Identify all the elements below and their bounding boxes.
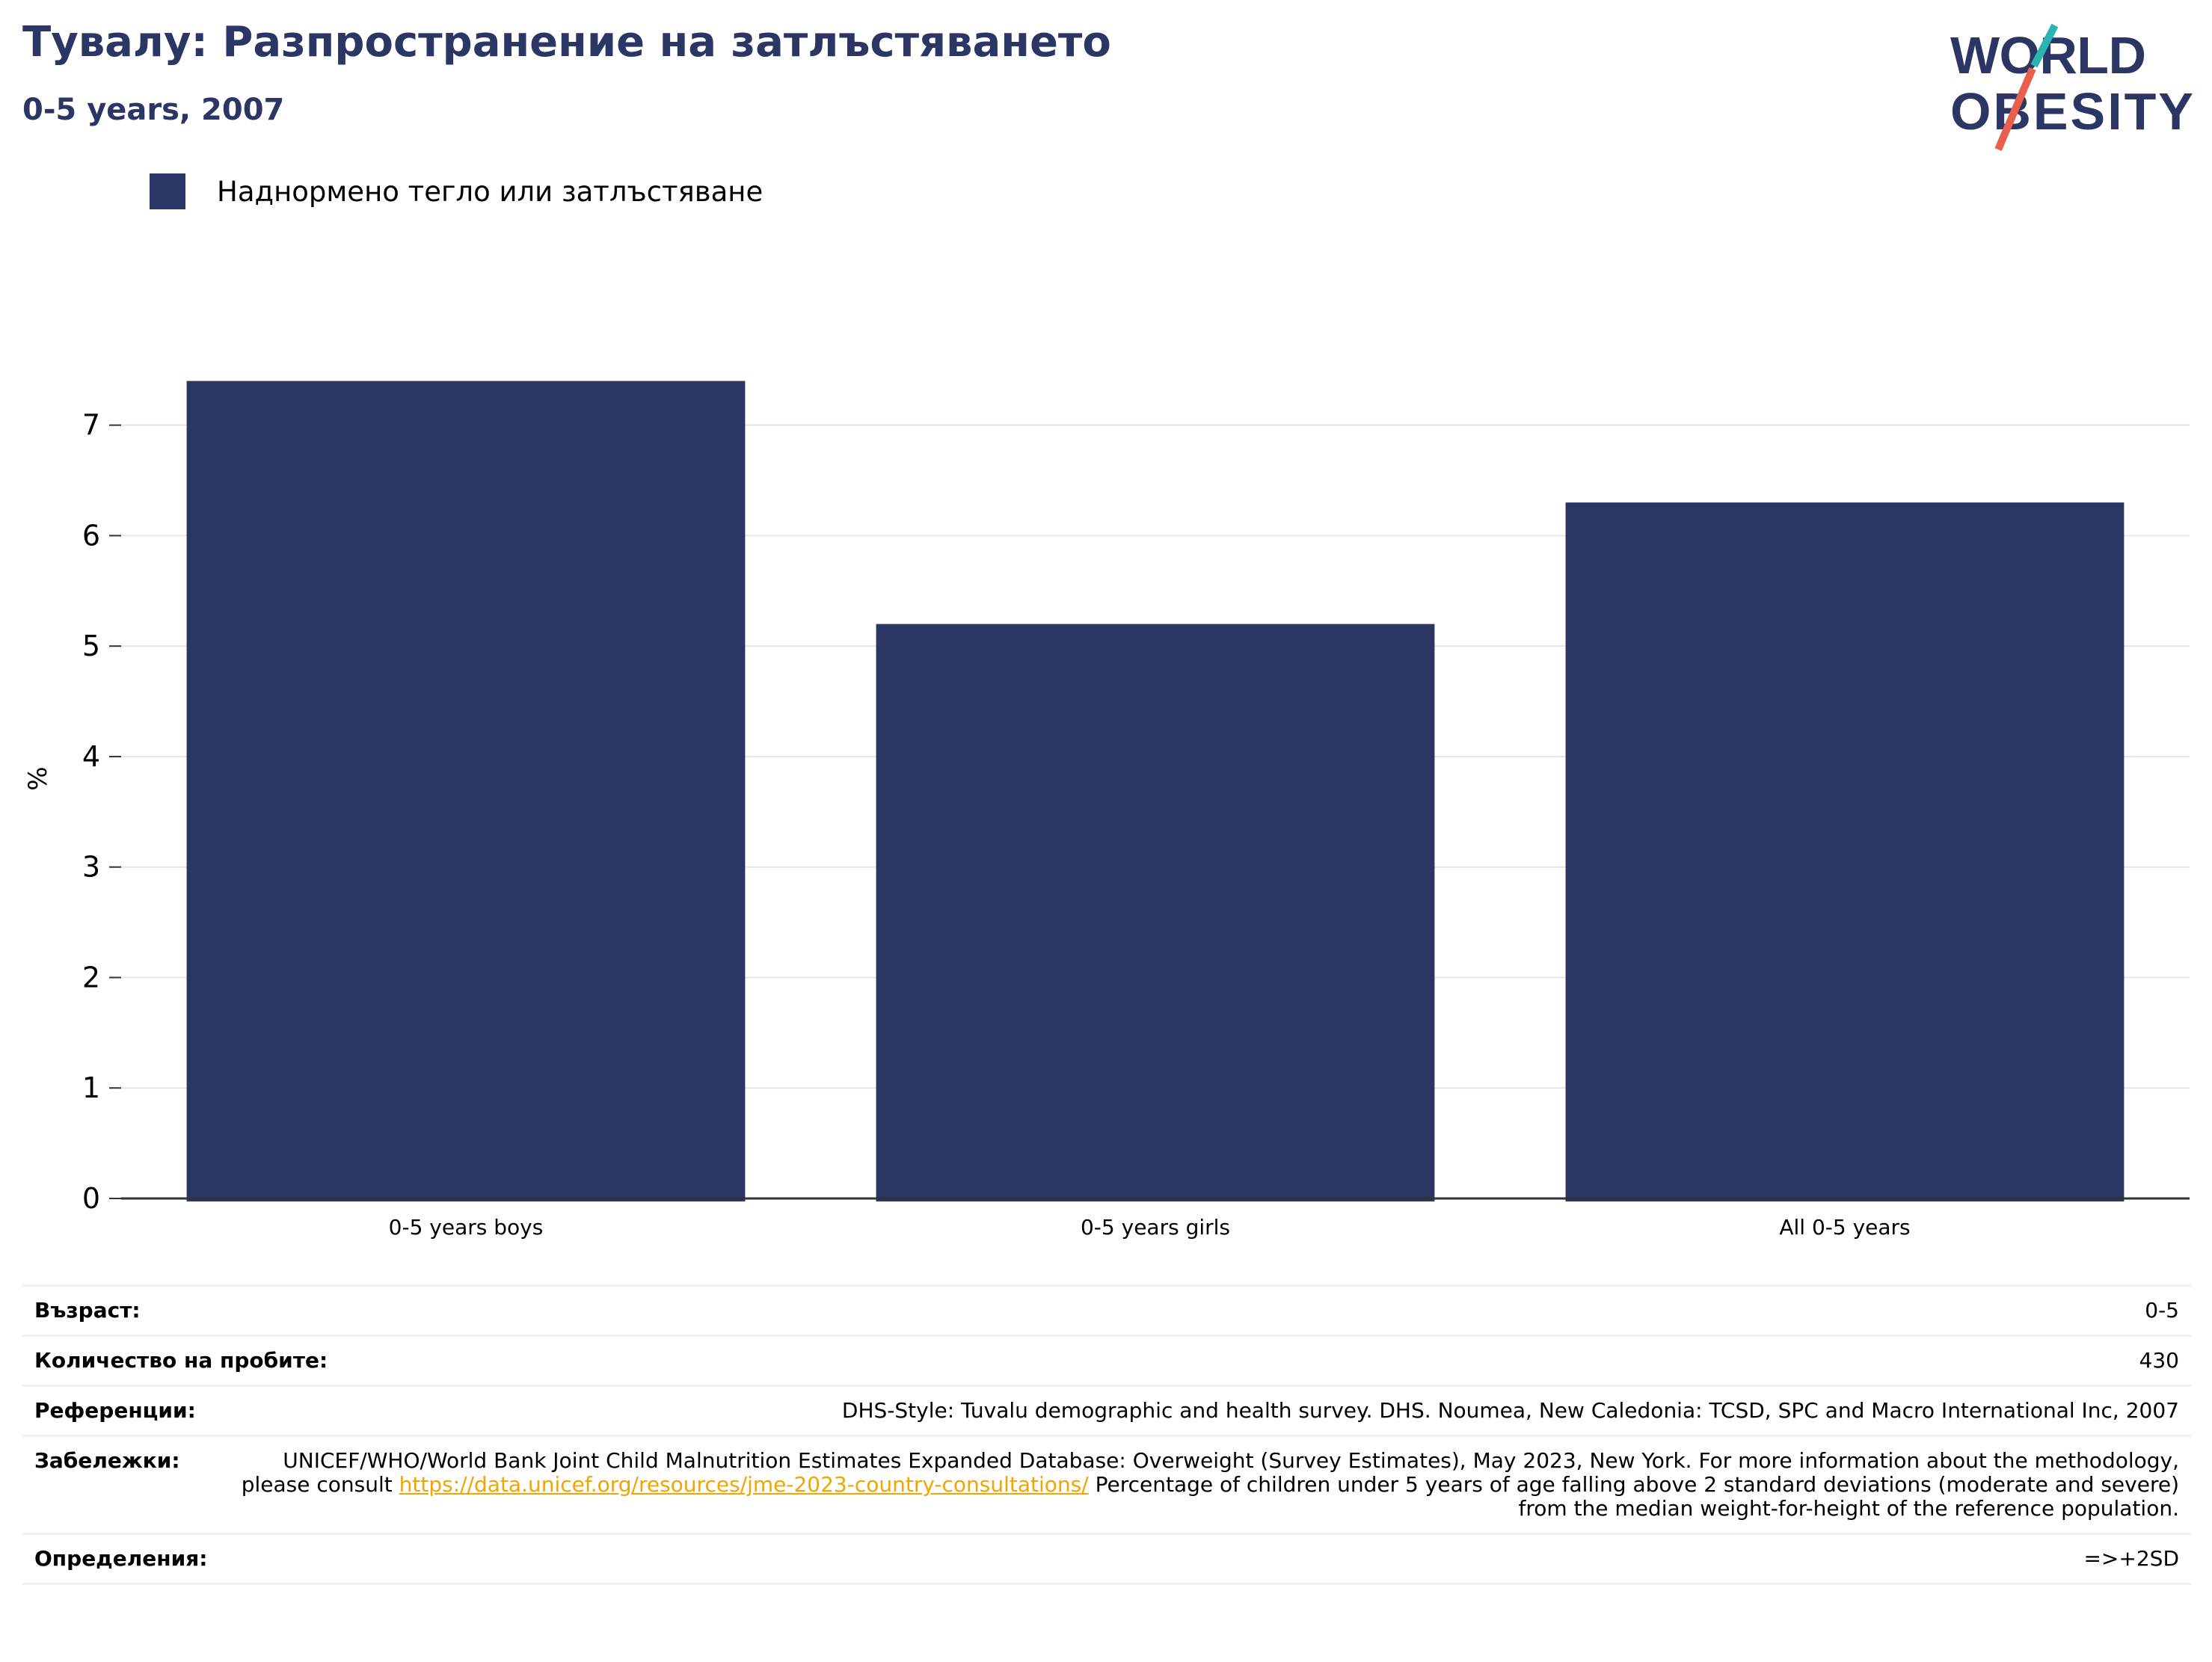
notes-text-after: Percentage of children under 5 years of … [1088,1472,2179,1521]
chart-title: Тувалу: Разпространение на затлъстяванет… [22,18,1111,67]
y-tick-label: 6 [82,519,100,552]
legend-label: Наднормено тегло или затлъстяване [217,175,764,208]
axes: 0 1 2 3 4 5 6 7 0-5 years boys 0-5 years girls All… [82,409,2190,1240]
notes-link[interactable]: https://data.unicef.org/resources/jme-20… [399,1472,1089,1497]
info-row-age: Възраст: 0-5 [22,1284,2191,1335]
world-obesity-logo[interactable]: WORLD OBESITY [1944,21,2199,156]
logo-slash-coral [1994,67,2036,151]
y-tick-label: 4 [82,740,100,773]
bar [876,624,1435,1201]
info-value-definitions: =>+2SD [2083,1546,2179,1571]
info-row-sample: Количество на пробите: 430 [22,1335,2191,1385]
chart-legend[interactable]: Наднормено тегло или затлъстяване [150,173,763,209]
info-label-notes: Забележки: [34,1448,180,1473]
x-tick-label: 0-5 years girls [1081,1215,1230,1240]
y-tick-label: 2 [82,961,100,994]
info-label-sample: Количество на пробите: [34,1348,328,1373]
bar [186,381,746,1202]
legend-swatch [150,173,185,209]
info-value-references: DHS-Style: Tuvalu demographic and health… [841,1398,2179,1423]
logo-text-obesity: OBESITY [1950,82,2193,141]
y-tick-label: 0 [82,1182,100,1215]
bar-chart: 0 1 2 3 4 5 6 7 0-5 years boys 0-5 years girls All… [23,381,2190,1240]
y-tick-label: 5 [82,630,100,662]
info-row-references: Референции: DHS-Style: Tuvalu demographi… [22,1385,2191,1435]
y-axis-label: % [23,766,53,790]
info-row-notes: Забележки: UNICEF/WHO/World Bank Joint C… [22,1435,2191,1533]
notes-text-before: UNICEF/WHO/World Bank Joint Child Malnut… [241,1448,2179,1497]
info-value-age: 0-5 [2145,1298,2179,1323]
info-label-definitions: Определения: [34,1546,208,1571]
logo-slash-teal [2030,23,2059,68]
x-tick-label: 0-5 years boys [389,1215,544,1240]
info-value-notes: UNICEF/WHO/World Bank Joint Child Malnut… [180,1449,2179,1521]
info-row-definitions: Определения: =>+2SD [22,1533,2191,1585]
chart-subtitle: 0-5 years, 2007 [22,93,285,127]
info-label-references: Референции: [34,1398,196,1423]
y-tick-label: 3 [82,851,100,884]
y-tick-label: 7 [82,409,100,442]
bar [1565,502,2125,1201]
y-tick-label: 1 [82,1071,100,1104]
x-tick-label: All 0-5 years [1779,1215,1910,1240]
info-table: Възраст: 0-5 Количество на пробите: 430 … [22,1284,2191,1585]
info-label-age: Възраст: [34,1298,141,1323]
info-value-sample: 430 [2139,1348,2179,1373]
bars [186,381,2125,1202]
